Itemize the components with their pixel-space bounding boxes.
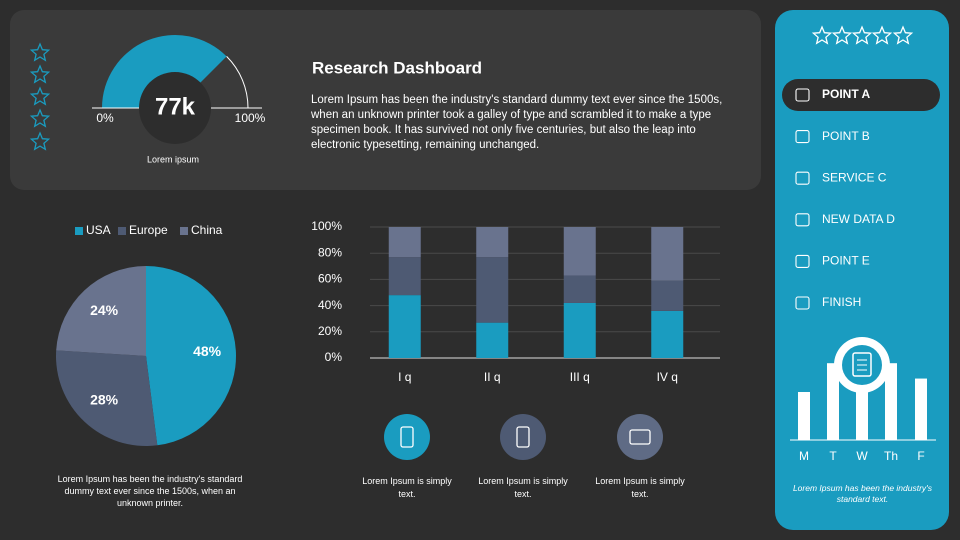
- gauge-remaining: [226, 56, 249, 109]
- menu-item[interactable]: POINT E: [822, 254, 870, 268]
- legend-label: Europe: [129, 223, 168, 237]
- y-tick-label: 40%: [318, 298, 342, 312]
- x-tick-label: F: [917, 449, 924, 463]
- bar-segment: [388, 257, 421, 296]
- menu-icon: [795, 296, 810, 310]
- sidebar-caption: Lorem Ipsum has been the industry's stan…: [792, 483, 933, 504]
- star: [29, 42, 51, 62]
- bar-segment: [476, 257, 509, 323]
- menu-icon: [795, 171, 810, 185]
- bar-segment: [651, 310, 684, 358]
- star: [29, 108, 51, 128]
- x-tick-label: T: [829, 449, 837, 463]
- x-tick-label: III q: [570, 370, 590, 384]
- bar-segment: [563, 302, 596, 358]
- feature-icon: [384, 414, 430, 460]
- feature-icon: [500, 414, 546, 460]
- bar-segment: [651, 227, 684, 281]
- gauge-hub: [139, 72, 211, 144]
- bar-segment: [563, 275, 596, 303]
- pie-caption: Lorem Ipsum has been the industry's stan…: [57, 474, 243, 508]
- legend-label: China: [191, 223, 223, 237]
- star: [831, 25, 853, 45]
- gauge-caption: Lorem ipsum: [147, 154, 199, 164]
- active-pill: [782, 79, 940, 111]
- bar-segment: [388, 227, 421, 258]
- title: Research Dashboard: [312, 58, 482, 77]
- sidebar: [775, 10, 949, 530]
- x-tick-label: Th: [884, 449, 898, 463]
- pie-label: 28%: [90, 391, 119, 407]
- x-tick-label: M: [799, 449, 809, 463]
- bar: [798, 392, 810, 440]
- feature-icon: [617, 414, 663, 460]
- x-tick-label: II q: [484, 370, 501, 384]
- menu-item[interactable]: NEW DATA D: [822, 212, 895, 226]
- bar-segment: [476, 227, 509, 258]
- legend-swatch: [75, 227, 83, 235]
- x-tick-label: I q: [398, 370, 411, 384]
- bar-segment: [388, 295, 421, 358]
- pie-slice: [55, 350, 158, 446]
- pie-slice: [56, 266, 146, 356]
- star: [892, 25, 914, 45]
- bar: [827, 363, 839, 440]
- icon: [852, 352, 872, 377]
- bar-segment: [563, 227, 596, 276]
- legend-swatch: [118, 227, 126, 235]
- bar: [885, 363, 897, 440]
- pie-slice: [146, 266, 237, 446]
- menu-item[interactable]: POINT A: [822, 87, 871, 101]
- legend-label: USA: [86, 223, 111, 237]
- device-glyph: [400, 426, 414, 448]
- menu-icon: [795, 213, 810, 227]
- device-glyph: [629, 429, 651, 445]
- gauge-tick-label: 100%: [235, 111, 266, 125]
- pie-label: 48%: [193, 343, 222, 359]
- legend-swatch: [180, 227, 188, 235]
- menu-item[interactable]: SERVICE C: [822, 170, 887, 184]
- star: [29, 86, 51, 106]
- feature-caption: Lorem Ipsum is simply text.: [595, 476, 685, 499]
- menu-icon: [795, 88, 810, 102]
- gauge-tick-label: 0%: [96, 111, 114, 125]
- bar-segment: [476, 322, 509, 358]
- y-tick-label: 100%: [311, 219, 342, 233]
- x-tick-label: W: [856, 449, 868, 463]
- menu-icon: [795, 254, 810, 268]
- menu-item[interactable]: POINT B: [822, 129, 870, 143]
- bar: [915, 378, 927, 440]
- star: [871, 25, 893, 45]
- gauge-center: 77k: [155, 93, 196, 120]
- menu-item[interactable]: FINISH: [822, 295, 861, 309]
- gauge-value: [102, 34, 227, 108]
- feature-caption: Lorem Ipsum is simply text.: [362, 476, 452, 499]
- x-tick-label: IV q: [657, 370, 678, 384]
- star: [29, 64, 51, 84]
- intro-text: Lorem Ipsum has been the industry's stan…: [311, 94, 723, 151]
- star: [851, 25, 873, 45]
- device-glyph: [516, 426, 530, 448]
- y-tick-label: 80%: [318, 245, 342, 259]
- y-tick-label: 0%: [325, 350, 343, 364]
- menu-icon: [795, 130, 810, 144]
- bar-segment: [651, 280, 684, 311]
- feature-caption: Lorem Ipsum is simply text.: [478, 476, 568, 499]
- star: [29, 131, 51, 151]
- y-tick-label: 60%: [318, 272, 342, 286]
- star: [811, 25, 833, 45]
- pie-label: 24%: [90, 302, 119, 318]
- y-tick-label: 20%: [318, 324, 342, 338]
